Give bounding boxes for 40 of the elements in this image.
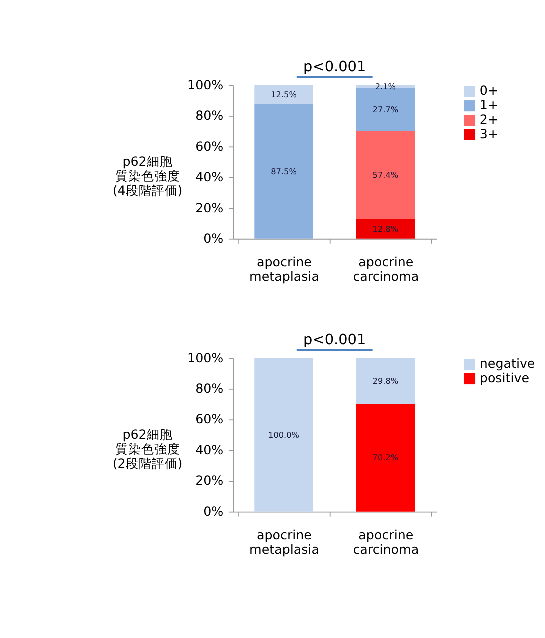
x-tick-label: apocrine metaplasia	[250, 254, 320, 284]
x-tick-label: apocrine carcinoma	[353, 527, 420, 557]
y-tick-label: 100%	[188, 350, 224, 366]
bar	[356, 88, 416, 132]
y-axis-title: p62細胞質染色強度(2段階評価)	[112, 427, 183, 472]
y-tick-label: 80%	[196, 381, 224, 396]
y-tick-label: 60%	[196, 138, 224, 154]
y-tick-label: 80%	[196, 108, 224, 124]
y-tick-label: 20%	[196, 473, 224, 488]
bar	[254, 104, 314, 239]
text: p<0.001	[304, 332, 366, 349]
legend-label: 2+	[480, 112, 499, 128]
y-tick-label: 0%	[204, 504, 224, 519]
text: p<0.001	[304, 60, 366, 76]
y-tick-label: 60%	[196, 412, 224, 427]
x-tick-label: apocrine carcinoma	[353, 254, 420, 284]
legend-label: negative	[480, 356, 536, 372]
bar	[254, 85, 314, 104]
legend-label: positive	[480, 370, 530, 386]
y-axis-title: p62細胞質染色強度(4段階評価)	[112, 154, 183, 198]
x-tick-label: apocrine metaplasia	[250, 527, 320, 557]
data-label: 12.5%	[271, 90, 298, 100]
y-tick-label: 0%	[204, 230, 224, 246]
data-label: 27.7%	[372, 104, 399, 114]
y-tick-label: 20%	[196, 200, 224, 216]
y-tick-label: 40%	[196, 170, 224, 185]
data-label: 29.8%	[372, 376, 399, 386]
data-label: 12.8%	[372, 224, 399, 234]
bar	[356, 219, 416, 239]
legend-label: 3+	[480, 126, 499, 142]
data-label: 100.0%	[268, 430, 300, 440]
y-tick-label: 40%	[196, 442, 224, 458]
bar	[356, 131, 416, 220]
data-label: 87.5%	[271, 166, 298, 176]
y-tick-label: 100%	[188, 77, 224, 92]
data-label: 70.2%	[372, 452, 399, 463]
data-label: 57.4%	[372, 170, 399, 180]
legend-label: 1+	[480, 98, 499, 113]
data-label: 2.1%	[375, 82, 396, 92]
legend-label: 0+	[480, 83, 499, 98]
